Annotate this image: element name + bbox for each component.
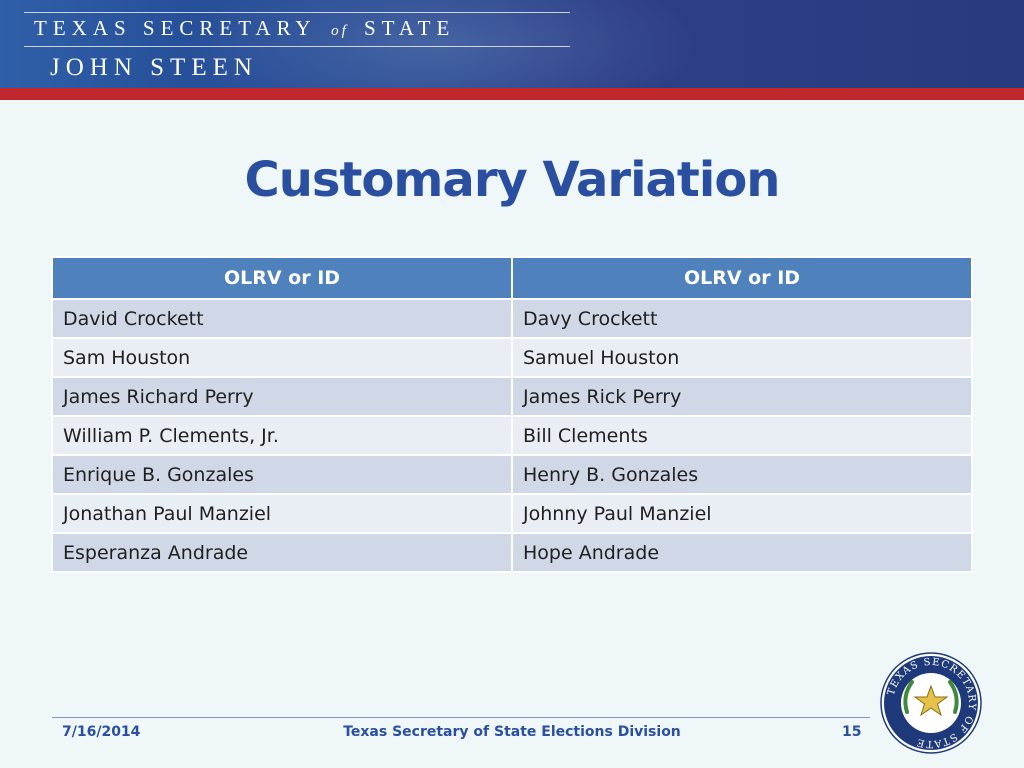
header-banner: TEXAS SECRETARY of STATE JOHN STEEN <box>0 0 1024 90</box>
table-cell: Hope Andrade <box>511 532 973 573</box>
table-row: Jonathan Paul Manziel Johnny Paul Manzie… <box>51 493 973 534</box>
table-cell: Enrique B. Gonzales <box>51 454 513 495</box>
officeholder-name: JOHN STEEN <box>50 54 258 81</box>
table-cell: William P. Clements, Jr. <box>51 415 513 456</box>
table-row: David Crockett Davy Crockett <box>51 298 973 339</box>
name-variation-table: OLRV or ID OLRV or ID David Crockett Dav… <box>51 256 973 573</box>
table-cell: Davy Crockett <box>511 298 973 339</box>
footer-rule <box>52 717 870 718</box>
banner-top-rule <box>24 12 570 13</box>
table-cell: James Richard Perry <box>51 376 513 417</box>
footer-date: 7/16/2014 <box>62 724 141 740</box>
table-cell: James Rick Perry <box>511 376 973 417</box>
table-cell: Bill Clements <box>511 415 973 456</box>
texas-star-seal-icon: TEXAS SECRETARY OF STATE <box>880 652 982 754</box>
slide-title: Customary Variation <box>244 152 781 208</box>
column-header: OLRV or ID <box>511 256 973 300</box>
table-cell: David Crockett <box>51 298 513 339</box>
table-cell: Jonathan Paul Manziel <box>51 493 513 534</box>
table-row: Enrique B. Gonzales Henry B. Gonzales <box>51 454 973 495</box>
table-header-row: OLRV or ID OLRV or ID <box>51 256 973 300</box>
table-cell: Johnny Paul Manziel <box>511 493 973 534</box>
footer-organization: Texas Secretary of State Elections Divis… <box>343 724 681 740</box>
office-title: TEXAS SECRETARY of STATE <box>34 16 455 41</box>
table-row: James Richard Perry James Rick Perry <box>51 376 973 417</box>
table-cell: Samuel Houston <box>511 337 973 378</box>
table-cell: Henry B. Gonzales <box>511 454 973 495</box>
header-red-stripe <box>0 88 1024 100</box>
table-cell: Esperanza Andrade <box>51 532 513 573</box>
office-title-of: of <box>331 23 349 39</box>
slide-number: 15 <box>842 724 862 740</box>
table-row: William P. Clements, Jr. Bill Clements <box>51 415 973 456</box>
office-title-part-1: TEXAS SECRETARY <box>34 16 316 40</box>
table-row: Sam Houston Samuel Houston <box>51 337 973 378</box>
office-title-part-2: STATE <box>363 16 456 40</box>
table-row: Esperanza Andrade Hope Andrade <box>51 532 973 573</box>
banner-middle-rule <box>24 46 570 47</box>
column-header: OLRV or ID <box>51 256 513 300</box>
table-cell: Sam Houston <box>51 337 513 378</box>
